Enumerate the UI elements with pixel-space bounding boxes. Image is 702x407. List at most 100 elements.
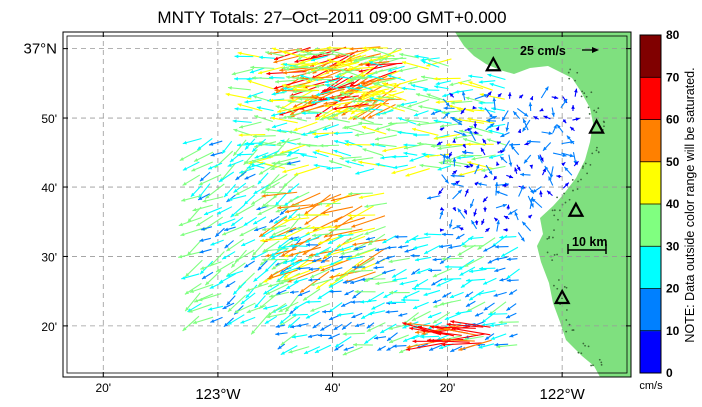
current-vector-head xyxy=(474,130,479,135)
current-vector-head xyxy=(426,93,431,97)
current-vector xyxy=(184,292,201,312)
current-vector-head xyxy=(254,303,259,309)
current-vector-head xyxy=(300,288,305,293)
current-vector-head xyxy=(254,144,259,148)
current-vector-head xyxy=(325,116,330,120)
current-vector xyxy=(225,93,252,100)
current-vector-head xyxy=(301,132,306,136)
current-vector-head xyxy=(245,294,250,299)
current-vector-head xyxy=(217,222,222,227)
current-vector-head xyxy=(488,129,493,134)
colorbar-note: NOTE: Data outside color range will be s… xyxy=(683,67,697,342)
current-vector-head xyxy=(196,222,201,227)
current-vector-head xyxy=(237,103,242,107)
current-vector-head xyxy=(310,282,315,287)
current-vector-head xyxy=(359,80,364,85)
colorbar-tick-label: 10 xyxy=(666,324,680,338)
current-vector-head xyxy=(222,231,227,236)
current-vector-head xyxy=(397,130,402,135)
current-vector-head xyxy=(506,314,511,319)
current-vector-head xyxy=(208,307,213,311)
current-vector xyxy=(178,216,202,227)
current-vector-head xyxy=(318,97,323,102)
coast-dot xyxy=(585,95,588,98)
current-vector-head xyxy=(439,206,445,211)
current-vector-head xyxy=(562,119,567,124)
coast-dot xyxy=(572,329,575,331)
current-vector-head xyxy=(246,309,251,313)
current-vector-head xyxy=(246,165,251,169)
coast-dot xyxy=(593,109,596,112)
current-vector xyxy=(358,161,386,167)
current-vector-head xyxy=(324,79,329,84)
coast-dot xyxy=(597,107,600,110)
current-vector-head xyxy=(314,349,320,353)
current-vector-head xyxy=(468,81,473,85)
current-vector xyxy=(247,80,274,90)
current-vector-head xyxy=(306,70,311,75)
current-vector-head xyxy=(430,111,436,115)
current-vector xyxy=(258,66,284,74)
current-vector-head xyxy=(262,227,267,232)
current-vector-head xyxy=(457,208,462,213)
current-vector xyxy=(358,63,397,73)
current-vector xyxy=(330,192,363,202)
current-vector xyxy=(340,248,364,255)
current-vector-head xyxy=(439,244,444,249)
current-vector-head xyxy=(306,143,311,148)
current-vector-head xyxy=(441,342,446,347)
current-vector-head xyxy=(275,332,280,336)
current-vector xyxy=(282,67,319,74)
current-vector-head xyxy=(296,323,302,328)
current-vector-head xyxy=(267,276,272,280)
current-vector xyxy=(328,228,353,232)
current-vector-head xyxy=(462,132,467,136)
current-vector-head xyxy=(296,266,301,271)
current-vector-head xyxy=(225,92,230,97)
current-vector xyxy=(426,58,449,67)
current-vector-head xyxy=(320,259,326,263)
current-vector-head xyxy=(231,222,236,227)
current-vector-head xyxy=(393,165,398,170)
current-vector-head xyxy=(564,182,569,187)
current-vector-head xyxy=(313,163,318,168)
current-vector-head xyxy=(192,320,198,324)
current-vector-head xyxy=(519,94,524,99)
current-vector-head xyxy=(450,319,455,324)
current-vector-head xyxy=(278,308,283,312)
current-vector xyxy=(351,215,386,228)
current-vector-head xyxy=(316,285,321,289)
current-vector xyxy=(435,100,463,103)
current-vector xyxy=(407,99,430,108)
scale-bar-label: 10 km xyxy=(572,235,607,249)
current-vector xyxy=(184,259,203,278)
current-vector-head xyxy=(226,247,231,252)
current-vector xyxy=(227,294,246,313)
current-vector-head xyxy=(358,69,363,73)
current-vector-head xyxy=(440,127,445,132)
current-vector-head xyxy=(479,266,484,271)
current-vector-head xyxy=(289,310,294,315)
current-vector-head xyxy=(234,77,238,81)
current-vector-head xyxy=(442,93,447,98)
current-vector-head xyxy=(280,62,285,67)
current-vector-head xyxy=(441,257,446,261)
current-vector-head xyxy=(276,291,281,295)
current-vector-head xyxy=(309,253,314,257)
current-vector-head xyxy=(413,112,419,117)
current-vector-head xyxy=(410,253,415,258)
current-vector-head xyxy=(327,58,332,62)
current-vector-head xyxy=(403,338,408,342)
reference-vector: 25 cm/s xyxy=(520,44,599,58)
current-vector-head xyxy=(373,265,378,270)
current-vector-head xyxy=(288,214,293,219)
current-vector-head xyxy=(554,95,559,100)
current-vector-head xyxy=(528,102,533,107)
current-vector-head xyxy=(444,265,449,269)
coast-dot xyxy=(563,285,566,288)
current-vector xyxy=(324,101,352,108)
current-vector xyxy=(325,192,354,208)
current-vector-head xyxy=(198,181,203,186)
current-vector-head xyxy=(237,51,242,56)
current-vector-head xyxy=(460,109,465,115)
